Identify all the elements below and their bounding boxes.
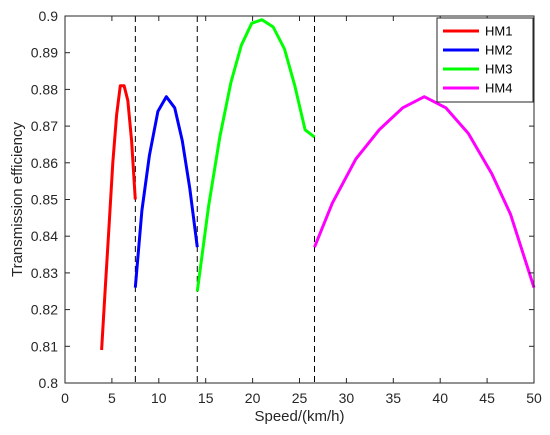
y-tick-label: 0.84 [31, 228, 58, 244]
y-tick-label: 0.89 [31, 45, 58, 61]
y-tick-label: 0.9 [39, 8, 59, 24]
x-tick-label: 25 [292, 390, 308, 406]
legend-label-hm2: HM2 [485, 43, 512, 58]
legend: HM1 HM2 HM3 HM4 [436, 17, 534, 103]
y-tick-label: 0.8 [39, 375, 59, 391]
y-tick-label: 0.88 [31, 81, 58, 97]
x-tick-label: 5 [108, 390, 116, 406]
x-tick-label: 45 [479, 390, 495, 406]
x-tick-label: 0 [61, 390, 69, 406]
x-tick-label: 30 [339, 390, 355, 406]
y-tick-label: 0.82 [31, 302, 58, 318]
legend-label-hm4: HM4 [485, 81, 512, 96]
y-axis: 0.8 0.81 0.82 0.83 0.84 0.85 0.86 0.87 0.88 0.89 0… [31, 8, 534, 391]
x-tick-label: 35 [386, 390, 402, 406]
x-tick-label: 40 [432, 390, 448, 406]
legend-label-hm3: HM3 [485, 62, 512, 77]
series-line-hm1 [100, 84, 137, 351]
y-axis-label: Transmission efficiency [9, 121, 26, 277]
series-line-hm2 [133, 95, 199, 288]
legend-label-hm1: HM1 [485, 24, 512, 39]
series-line-hm3 [195, 18, 316, 292]
y-tick-label: 0.81 [31, 338, 58, 354]
y-tick-label: 0.87 [31, 118, 58, 134]
x-tick-label: 50 [526, 390, 542, 406]
y-tick-label: 0.85 [31, 192, 58, 208]
x-axis: 0 5 10 15 20 25 30 35 40 45 50 [61, 16, 542, 406]
x-axis-label: Speed/(km/h) [254, 408, 344, 425]
series-line-hm4 [313, 95, 536, 289]
y-tick-label: 0.86 [31, 155, 58, 171]
x-tick-label: 15 [198, 390, 214, 406]
x-tick-label: 20 [245, 390, 261, 406]
x-tick-label: 10 [151, 390, 167, 406]
y-tick-label: 0.83 [31, 265, 58, 281]
